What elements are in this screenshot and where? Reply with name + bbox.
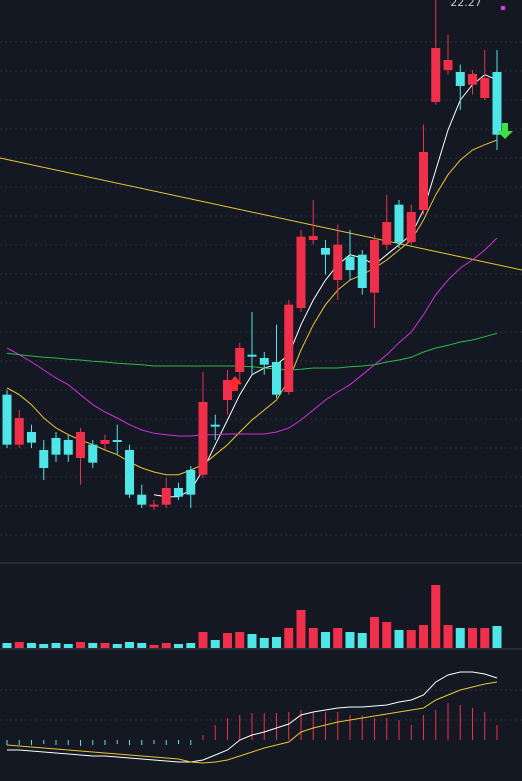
candle-body [63, 440, 73, 455]
volume-bar [63, 644, 73, 648]
volume-bar [223, 633, 232, 648]
volume-bar [247, 634, 257, 648]
candle-body [14, 418, 24, 445]
candle-body [406, 212, 416, 242]
candle-body [321, 248, 330, 255]
volume-bar [272, 637, 281, 648]
volume-bar [370, 617, 379, 648]
candle-body [27, 432, 36, 443]
volume-bar [174, 644, 183, 648]
candle-body [112, 440, 122, 442]
volume-bar [161, 643, 171, 648]
candle-body [296, 236, 306, 308]
ma-line [6, 237, 498, 437]
volume-bar [345, 632, 355, 648]
volume-bar [455, 628, 465, 648]
volume-bar [382, 622, 392, 648]
candle-body [186, 470, 196, 495]
volume-bar [321, 632, 330, 648]
volume-bar [394, 630, 404, 648]
volume-bar [480, 628, 490, 648]
volume-bar [419, 625, 428, 648]
candle-body [76, 432, 85, 458]
candle-body [394, 204, 404, 243]
ma-line [6, 681, 498, 764]
candle-body [284, 304, 294, 392]
volume-bar [76, 642, 85, 648]
volume-bar [357, 633, 367, 648]
volume-bar [284, 628, 294, 648]
candle-body [272, 362, 281, 395]
candle-body [443, 60, 453, 70]
candle-body [370, 240, 379, 293]
candle-body [382, 222, 392, 245]
candle-body [223, 380, 232, 400]
volume-bar [14, 642, 24, 648]
ma-line [153, 74, 498, 498]
volume-bar [51, 643, 61, 648]
volume-bar [125, 642, 134, 648]
candle-body [345, 256, 355, 270]
marker [501, 6, 505, 10]
candle-body [247, 354, 257, 357]
volume-bar [88, 643, 98, 648]
volume-bar [100, 643, 110, 648]
candle-body [492, 72, 502, 135]
volume-bar [39, 644, 49, 648]
candle-body [39, 450, 49, 468]
sell-arrow [497, 123, 513, 139]
volume-bar [468, 628, 477, 648]
candle-body [149, 504, 159, 507]
candle-body [419, 152, 428, 210]
volume-bar [27, 643, 36, 648]
candle-body [480, 78, 490, 98]
candle-body [468, 74, 477, 85]
volume-bar [198, 632, 208, 648]
volume-bar [186, 643, 196, 648]
volume-bar [137, 643, 147, 648]
volume-bar [406, 630, 416, 648]
plot [2, 0, 502, 764]
candle-body [308, 236, 318, 240]
candle-body [174, 488, 183, 497]
high-label: 22.27 [450, 0, 482, 9]
candle-body [333, 244, 343, 280]
candle-body [51, 438, 61, 455]
volume-bar [112, 644, 122, 648]
candle-body [137, 494, 147, 505]
candle-body [431, 48, 441, 102]
candle-body [357, 254, 367, 288]
volume-bar [210, 640, 220, 648]
ma-line [7, 671, 498, 763]
candle-body [455, 72, 465, 86]
volume-bar [2, 643, 12, 648]
trend-line [0, 157, 522, 271]
volume-bar [259, 638, 269, 648]
volume-bar [443, 625, 453, 648]
candle-body [259, 358, 269, 365]
volume-bar [333, 628, 343, 648]
volume-bar [235, 632, 245, 648]
volume-bar [308, 628, 318, 648]
buy-arrow [228, 376, 242, 391]
candle-body [125, 450, 134, 495]
volume-bar [149, 645, 159, 648]
candle-body [2, 394, 12, 445]
volume-bar [296, 610, 306, 648]
volume-bar [431, 585, 441, 648]
volume-bar [492, 626, 502, 648]
candle-body [161, 488, 171, 505]
candle-body [198, 402, 208, 475]
candle-body [235, 348, 245, 372]
candle-body [100, 440, 110, 444]
candle-body [88, 444, 98, 463]
candle-body [210, 424, 220, 427]
